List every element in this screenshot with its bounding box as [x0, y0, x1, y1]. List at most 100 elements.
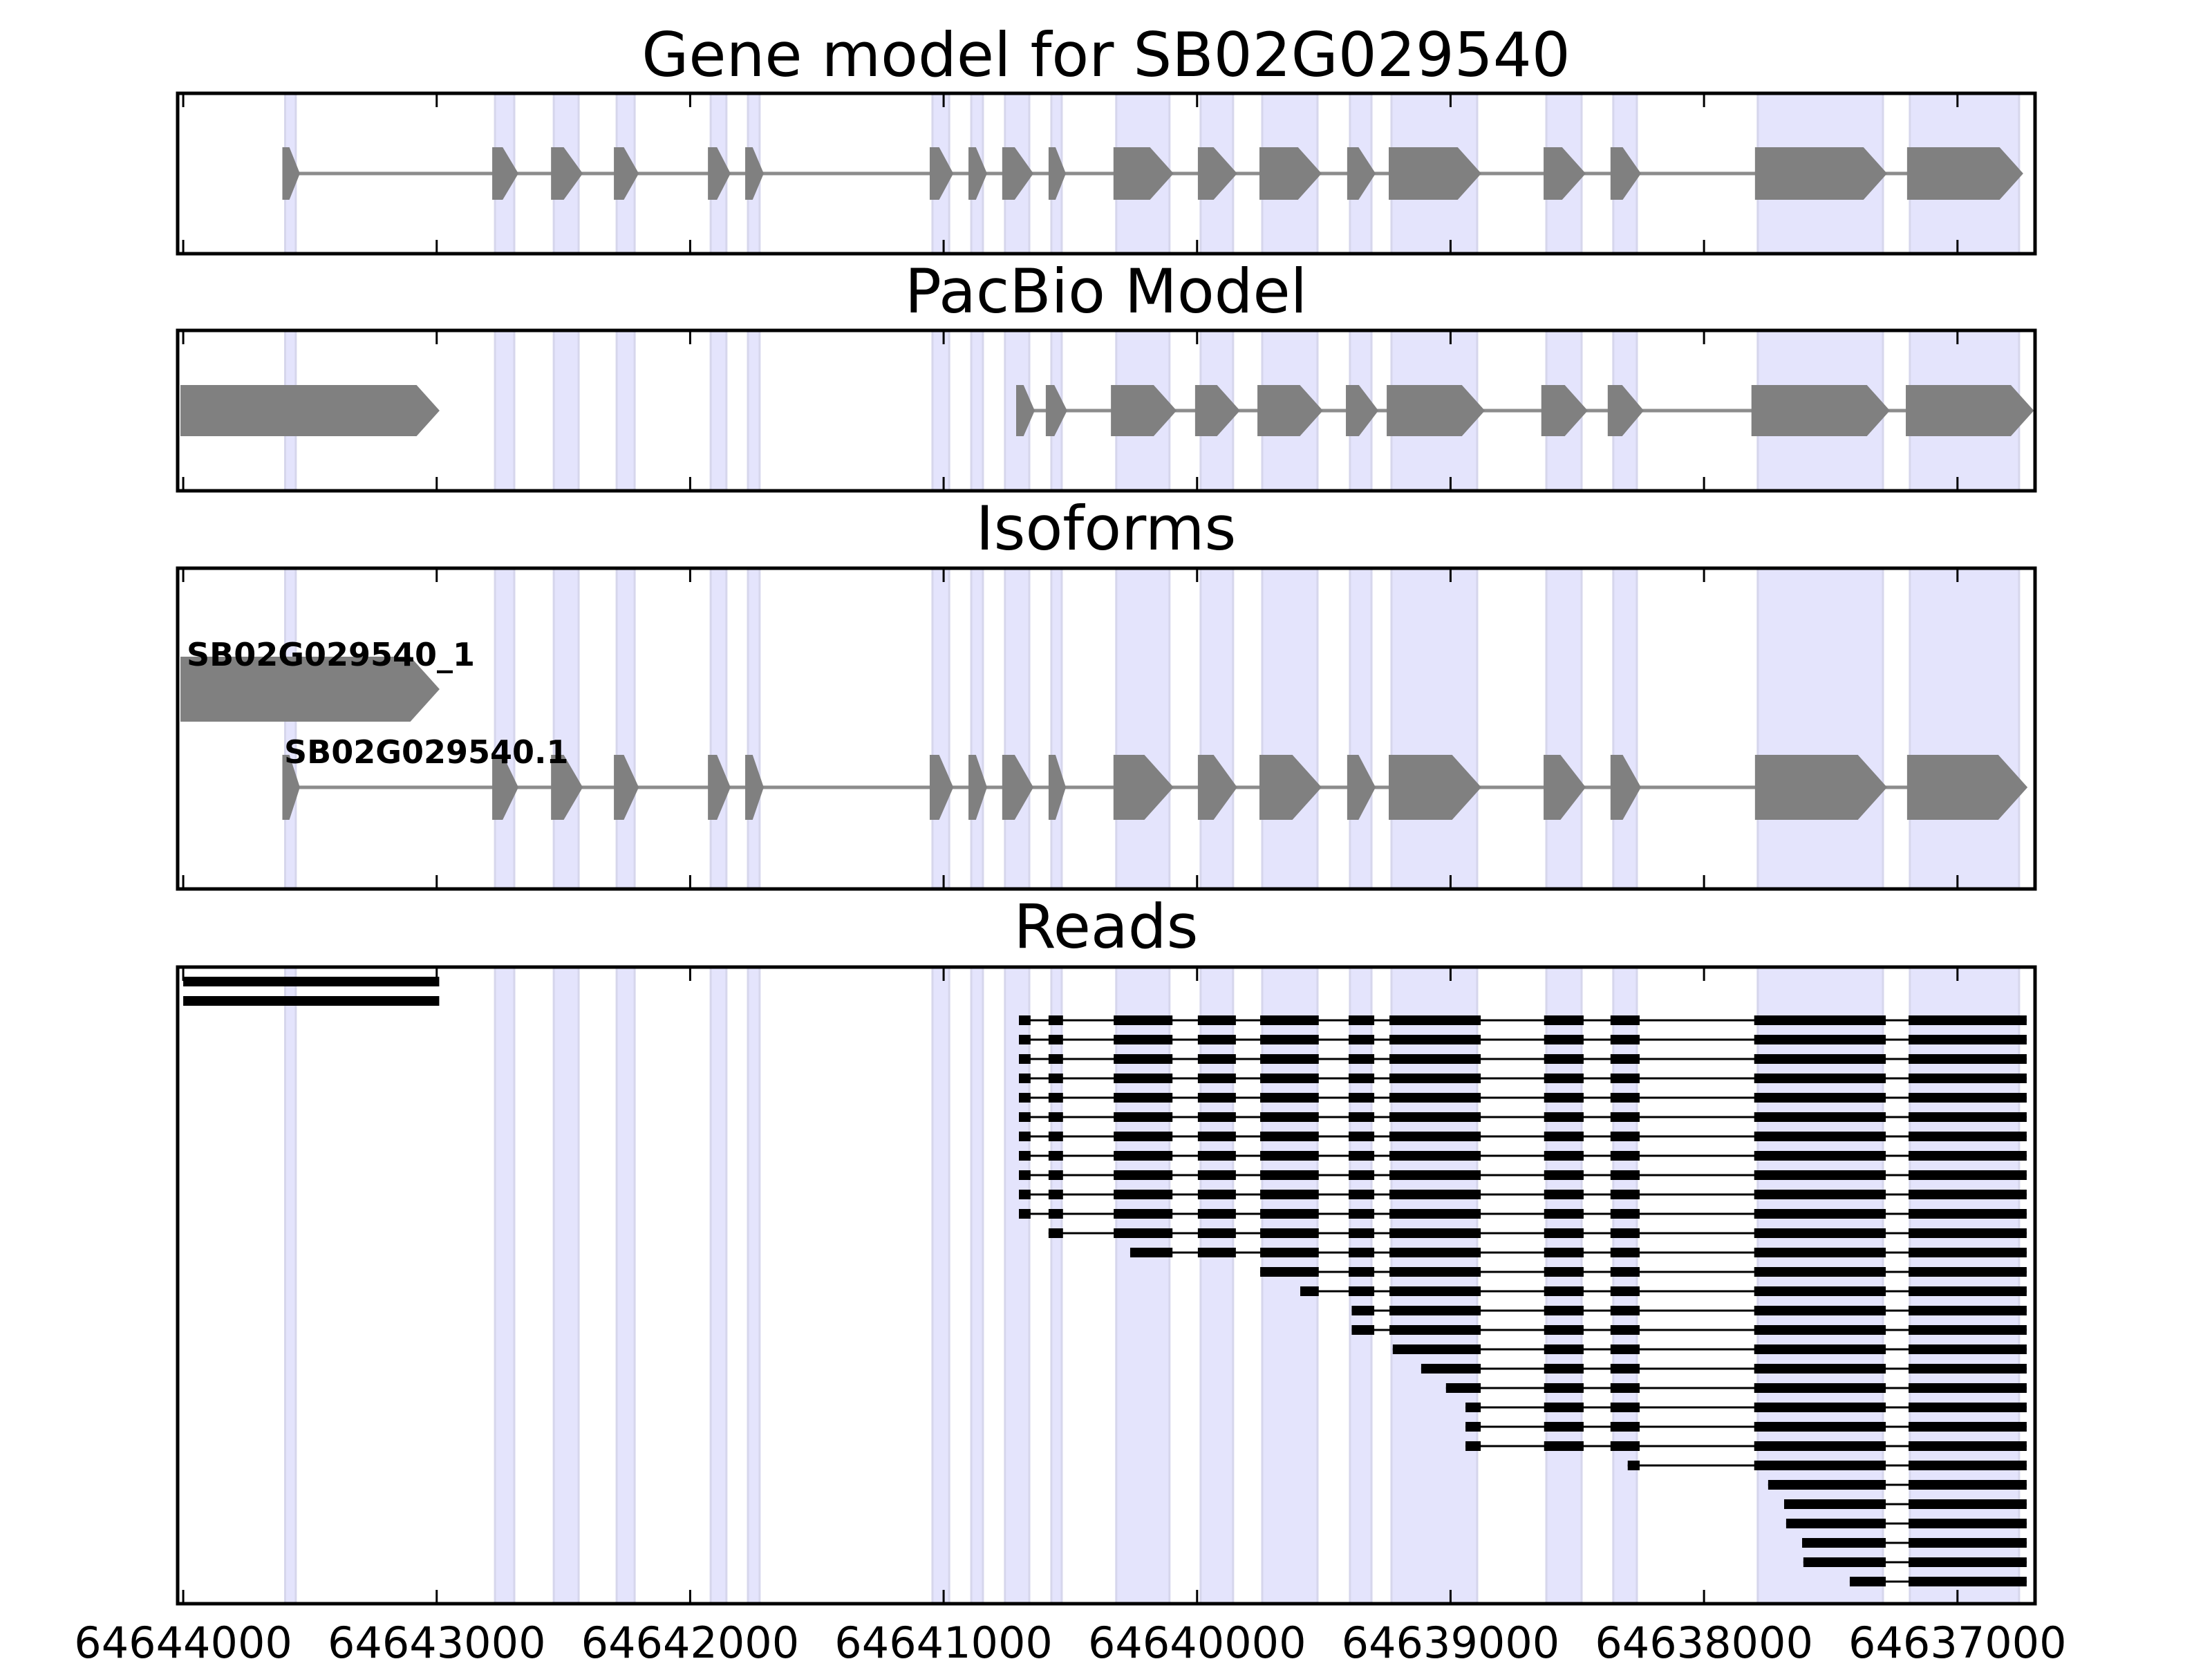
read-block [1260, 1151, 1319, 1161]
read-block [1909, 1015, 2027, 1025]
read-block [1909, 1422, 2027, 1432]
read-block [1544, 1015, 1584, 1025]
read-block [1754, 1403, 1886, 1412]
read-block [1544, 1132, 1584, 1141]
read-block [1754, 1151, 1886, 1161]
read-block [1610, 1364, 1640, 1374]
exon-arrow [1541, 385, 1588, 436]
read-block [1610, 1422, 1640, 1432]
highlight-band [970, 966, 984, 1605]
read-block [1544, 1093, 1584, 1103]
exon-arrow [929, 755, 954, 820]
read-block [1610, 1267, 1640, 1277]
read-block [183, 996, 440, 1006]
exon-arrow [1197, 755, 1237, 820]
exon-arrow [1048, 147, 1066, 200]
read-block [1018, 1074, 1031, 1083]
read-block [1544, 1364, 1584, 1374]
exon-arrow [929, 147, 954, 200]
read-block [1544, 1248, 1584, 1257]
read-block [1048, 1035, 1063, 1044]
exon-arrow [708, 147, 731, 200]
read-block [1197, 1015, 1236, 1025]
read-block [1349, 1209, 1375, 1219]
read-block [1610, 1151, 1640, 1161]
read-block [1048, 1228, 1063, 1238]
highlight-band [1612, 966, 1638, 1605]
read-block [1048, 1151, 1063, 1161]
highlight-band [1545, 966, 1583, 1605]
read-block [1754, 1306, 1886, 1315]
read-block [1260, 1190, 1319, 1199]
read-block [1114, 1132, 1173, 1141]
read-block [1389, 1325, 1481, 1335]
read-block [1197, 1209, 1236, 1219]
read-block [1610, 1403, 1640, 1412]
read-block [1048, 1170, 1063, 1180]
read-block [1754, 1054, 1886, 1064]
read-block [1610, 1344, 1640, 1354]
read-row [1783, 1499, 2027, 1509]
read-block [1018, 1190, 1031, 1199]
read-block [1130, 1248, 1173, 1257]
read-block [1465, 1422, 1481, 1432]
read-block [1018, 1170, 1031, 1180]
exon-arrow [1754, 755, 1887, 820]
highlight-band [494, 567, 516, 890]
highlight-band [709, 966, 728, 1605]
exon-arrow [968, 147, 987, 200]
highlight-band [1050, 567, 1063, 890]
read-block [1754, 1074, 1886, 1083]
exon-arrow [180, 385, 440, 436]
read-block [1465, 1441, 1481, 1451]
highlight-band [1390, 567, 1479, 890]
read-block [1048, 1015, 1063, 1025]
read-block [1197, 1170, 1236, 1180]
read-row [1768, 1480, 2027, 1490]
panel-frame [176, 328, 2037, 493]
read-block [1389, 1035, 1481, 1044]
highlight-band [1390, 966, 1479, 1605]
read-block [1909, 1538, 2027, 1548]
panel-title: Gene model for SB02G029540 [641, 19, 1571, 91]
read-block [1909, 1461, 2027, 1470]
read-block [1909, 1480, 2027, 1490]
highlight-band [494, 329, 516, 492]
read-block [1197, 1074, 1236, 1083]
read-block [1909, 1190, 2027, 1199]
read-block [1260, 1035, 1319, 1044]
read-block [1909, 1577, 2027, 1586]
panel-frames [176, 91, 2037, 1606]
highlight-band [1909, 567, 2021, 890]
read-row [1130, 1248, 2027, 1257]
read-block [1544, 1228, 1584, 1238]
read-block [1909, 1383, 2027, 1393]
read-block [1114, 1209, 1173, 1219]
read-block [1048, 1074, 1063, 1083]
read-block [1544, 1035, 1584, 1044]
exon-arrow [1906, 385, 2034, 436]
exon-arrow [1544, 147, 1586, 200]
read-block [1909, 1170, 2027, 1180]
read-block [1197, 1132, 1236, 1141]
read-block [1754, 1364, 1886, 1374]
highlight-band [1261, 567, 1319, 890]
highlight-band [1349, 567, 1373, 890]
read-block [1909, 1035, 2027, 1044]
read-block [1544, 1403, 1584, 1412]
x-tick-label: 64638000 [1595, 1618, 1813, 1659]
exon-arrow [282, 755, 300, 820]
exon-arrow [1048, 755, 1066, 820]
read-block [1627, 1461, 1640, 1470]
read-block [1754, 1190, 1886, 1199]
highlight-band [1115, 567, 1171, 890]
read-block [1389, 1190, 1481, 1199]
read-block [1260, 1267, 1319, 1277]
x-tick-label: 64642000 [581, 1618, 800, 1659]
highlight-band [1115, 966, 1171, 1605]
highlight-band [552, 966, 580, 1605]
exon-arrow [1113, 755, 1174, 820]
read-block [1610, 1093, 1640, 1103]
read-block [1909, 1306, 2027, 1315]
read-block [1909, 1557, 2027, 1567]
